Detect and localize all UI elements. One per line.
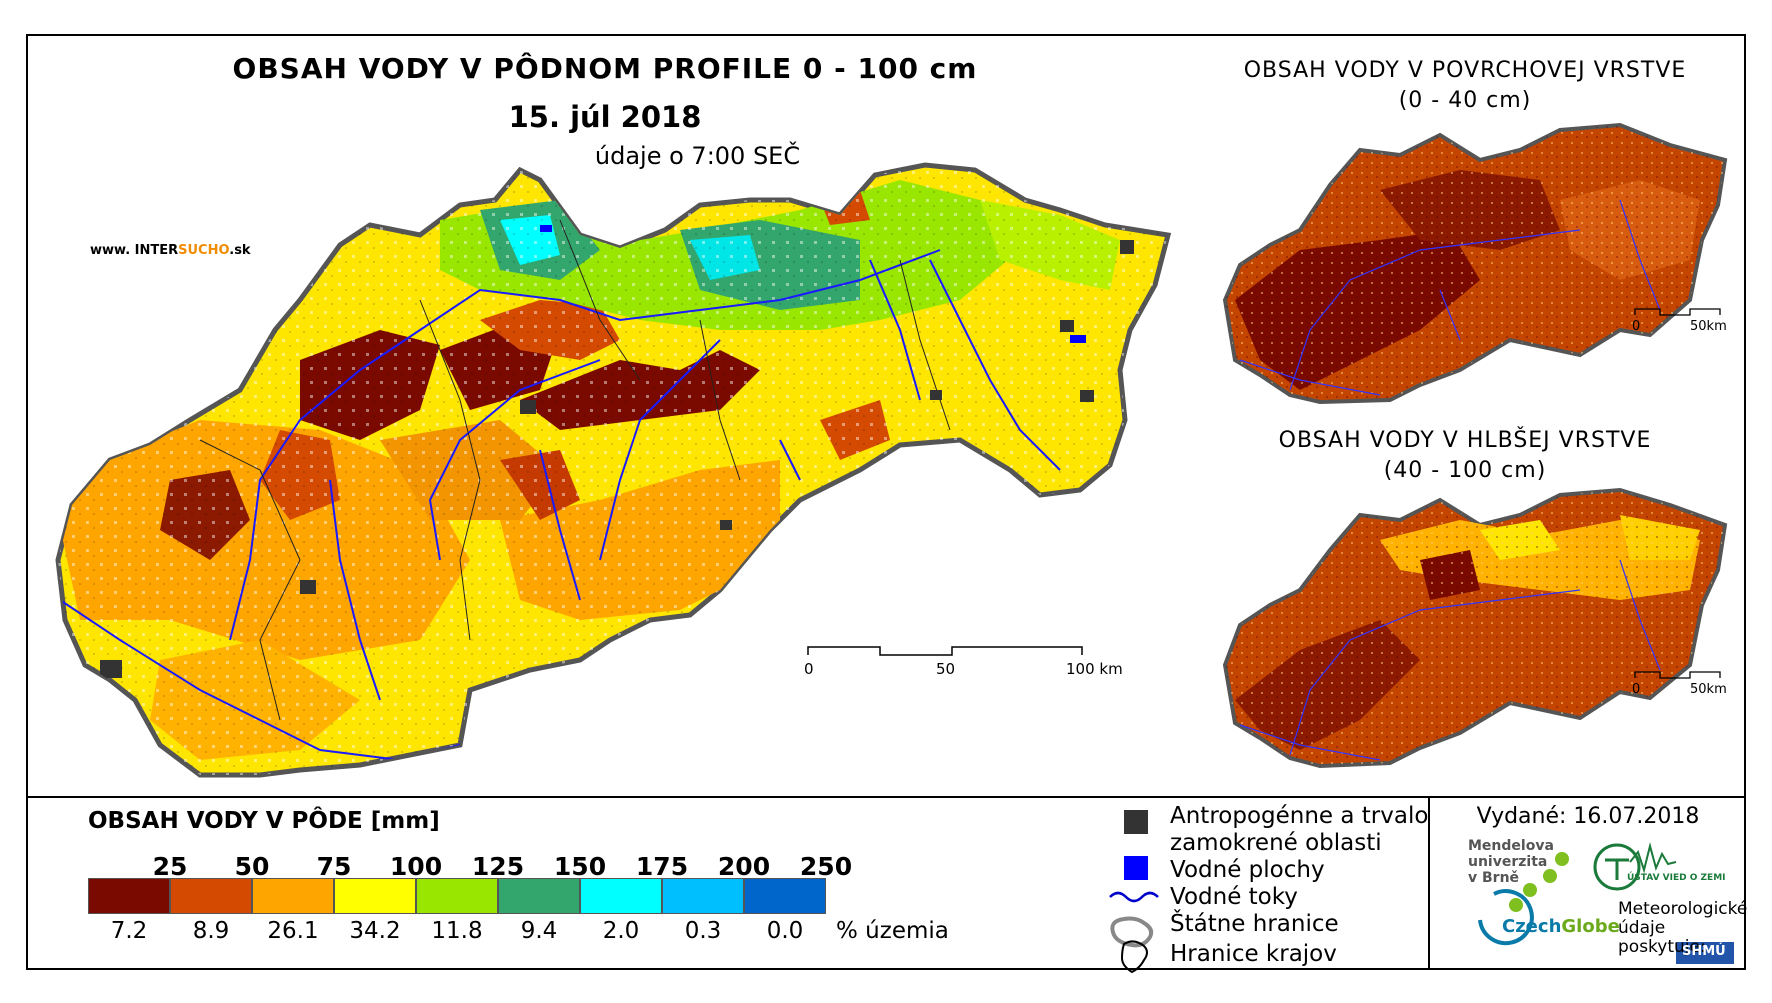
deep-scale-label-50: 50km: [1690, 682, 1727, 697]
website-link[interactable]: www. INTERSUCHO.sk: [90, 243, 251, 258]
website-brand: SUCHO: [178, 243, 230, 258]
legend-item-region-border: Hranice krajov: [1170, 941, 1337, 967]
legend-percent-unit: % územia: [836, 918, 949, 944]
legend-class-swatch-6: [580, 878, 662, 914]
uvgz-logo-text: ÚSTAV VIED O ZEMI: [1627, 873, 1726, 883]
website-prefix: www. INTER: [90, 243, 179, 258]
deep-layer-map: [1222, 487, 1728, 769]
legend-class-percent-4: 11.8: [431, 918, 483, 944]
legend-class-bound-5: 150: [553, 852, 607, 881]
legend-class-swatch-2: [252, 878, 334, 914]
surface-scale-label-0: 0: [1632, 319, 1640, 334]
legend-class-swatch-1: [170, 878, 252, 914]
issued-date: Vydané: 16.07.2018: [1476, 804, 1700, 829]
legend-item-state-border: Štátne hranice: [1170, 911, 1339, 937]
legend-class-percent-7: 0.3: [684, 918, 722, 944]
legend-class-percent-0: 7.2: [110, 918, 148, 944]
map-frame: [26, 34, 1746, 970]
main-soil-water-map: [55, 162, 1172, 778]
meteo-credit: Meteorologické údaje poskytuje:: [1618, 900, 1747, 957]
footer-divider: [1428, 796, 1430, 970]
deep-scale-bar: [1634, 671, 1721, 679]
czechglobe-text-a: Czech: [1502, 916, 1562, 937]
main-scale-bar: [807, 646, 1083, 656]
mendel-line1: Mendelova: [1468, 838, 1554, 854]
czechglobe-logo: CzechGlobe: [1502, 916, 1620, 937]
legend-divider: [26, 796, 1746, 798]
legend-class-swatch-5: [498, 878, 580, 914]
legend-class-swatch-7: [662, 878, 744, 914]
legend-class-swatch-4: [416, 878, 498, 914]
mendel-university-logo: Mendelova univerzita v Brně: [1468, 838, 1554, 886]
main-scale-label-0: 0: [804, 660, 814, 678]
legend-class-bound-3: 100: [389, 852, 443, 881]
deep-map-subtitle: (40 - 100 cm): [1383, 458, 1547, 483]
mendel-line3: v Brně: [1468, 870, 1520, 886]
legend-title: OBSAH VODY V PÔDE [mm]: [88, 808, 440, 834]
legend-class-bound-2: 75: [316, 852, 352, 881]
mendel-line2: univerzita: [1468, 854, 1548, 870]
legend-class-bound-7: 200: [717, 852, 771, 881]
website-suffix: .sk: [229, 243, 251, 258]
legend-item-water-bodies: Vodné plochy: [1170, 857, 1325, 883]
urban-areas: [100, 240, 1134, 678]
main-scale-label-100: 100 km: [1066, 660, 1123, 678]
surface-scale-bar: [1634, 308, 1721, 316]
legend-class-swatch-3: [334, 878, 416, 914]
main-map-time: údaje o 7:00 SEČ: [594, 142, 801, 170]
legend-class-percent-5: 9.4: [520, 918, 558, 944]
legend-class-bound-1: 50: [234, 852, 270, 881]
legend-class-percent-6: 2.0: [602, 918, 640, 944]
meteo-line2: údaje: [1618, 918, 1666, 938]
legend-class-swatch-8: [744, 878, 826, 914]
surface-map-title: OBSAH VODY V POVRCHOVEJ VRSTVE: [1243, 58, 1687, 83]
legend-class-bound-4: 125: [471, 852, 525, 881]
legend-item-rivers: Vodné toky: [1170, 884, 1298, 910]
main-map-date: 15. júl 2018: [508, 100, 702, 134]
meteo-line1: Meteorologické: [1618, 899, 1748, 919]
legend-class-bound-6: 175: [635, 852, 689, 881]
legend-class-percent-8: 0.0: [766, 918, 804, 944]
legend-item-urban-line1: Antropogénne a trvalo: [1170, 803, 1429, 829]
czechglobe-text-b: Globe: [1561, 916, 1620, 937]
legend-class-percent-3: 34.2: [349, 918, 401, 944]
main-scale-label-50: 50: [936, 660, 955, 678]
legend-item-urban-line2: zamokrené oblasti: [1170, 830, 1382, 856]
surface-layer-map: [1222, 122, 1728, 405]
legend-class-swatch-0: [88, 878, 170, 914]
deep-scale-label-0: 0: [1632, 682, 1640, 697]
surface-map-subtitle: (0 - 40 cm): [1398, 88, 1532, 113]
legend-class-bound-8: 250: [799, 852, 853, 881]
deep-map-title: OBSAH VODY V HLBŠEJ VRSTVE: [1278, 428, 1652, 453]
shmu-logo-text: SHMÚ: [1682, 944, 1726, 959]
main-map-title: OBSAH VODY V PÔDNOM PROFILE 0 - 100 cm: [232, 52, 978, 85]
water-bodies: [540, 225, 1086, 343]
legend-class-percent-1: 8.9: [192, 918, 230, 944]
surface-scale-label-50: 50km: [1690, 319, 1727, 334]
main-map-regional-borders: [199, 219, 951, 721]
legend-class-bound-0: 25: [152, 852, 188, 881]
legend-class-percent-2: 26.1: [267, 918, 319, 944]
meteo-line3: poskytuje:: [1618, 937, 1706, 957]
